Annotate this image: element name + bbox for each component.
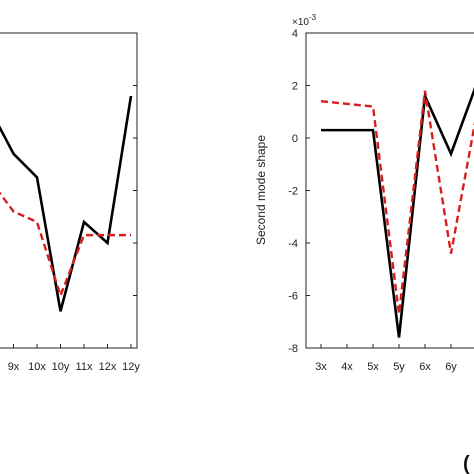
left-x-tick-label: 10y	[52, 361, 70, 373]
left-chart-panel: 9x 10x 10y 11x 12x 12y	[0, 32, 140, 373]
right-x-tick-label: 5y	[393, 361, 405, 373]
left-x-tick-label: 9x	[8, 361, 20, 373]
right-x-tick-label: 5x	[367, 361, 379, 373]
right-y-ticks	[306, 32, 310, 349]
left-x-tick-label: 12y	[122, 361, 140, 373]
right-plot-frame	[305, 32, 474, 349]
right-x-tick-label: 4x	[341, 361, 353, 373]
panel-label-fragment: (	[463, 453, 470, 474]
right-y-tick-labels: 4 2 0 -2 -4 -6 -8	[288, 28, 298, 355]
right-x-tick-label: 3x	[315, 361, 327, 373]
right-series-line-solid-black	[321, 87, 474, 338]
right-y-axis-label: Second mode shape	[254, 135, 268, 245]
right-y-tick-label: -4	[288, 238, 298, 250]
right-y-tick-label: -2	[288, 186, 298, 198]
right-y-exponent: ×10-3	[292, 13, 317, 28]
left-y-ticks	[133, 32, 137, 349]
right-series-lines	[320, 87, 474, 338]
right-chart-panel: 4 2 0 -2 -4 -6 -8 3x 4x 5x 5y 6x 6y ×10-3 Second mo…	[254, 13, 474, 373]
right-y-tick-label: 4	[292, 28, 298, 40]
right-x-tick-labels: 3x 4x 5x 5y 6x 6y	[315, 344, 457, 373]
right-y-tick-label: 0	[292, 133, 298, 145]
left-x-tick-labels: 9x 10x 10y 11x 12x 12y	[8, 344, 140, 373]
left-x-tick-label: 11x	[76, 361, 93, 373]
left-series-line-solid-black	[0, 95, 133, 312]
right-series-line-dashed-red	[320, 90, 474, 315]
left-x-tick-label: 10x	[28, 361, 46, 373]
right-x-tick-label: 6x	[419, 361, 431, 373]
right-y-tick-label: -8	[288, 343, 298, 355]
right-x-tick-label: 6y	[445, 361, 457, 373]
left-x-tick-label: 12x	[99, 361, 117, 373]
left-series-line-dashed-red	[0, 191, 131, 300]
left-series-lines	[0, 95, 133, 312]
right-y-tick-label: -6	[288, 291, 298, 303]
right-y-tick-label: 2	[292, 81, 298, 93]
